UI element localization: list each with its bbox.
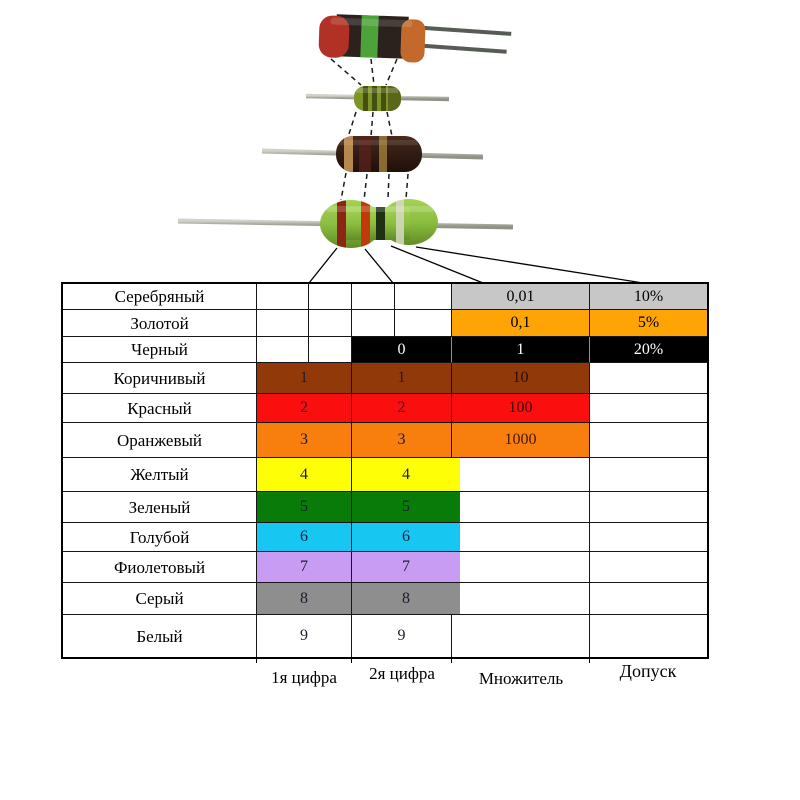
digit2-cell: 5	[352, 492, 460, 523]
multiplier-cell	[452, 458, 590, 492]
tolerance-cell: 10%	[590, 284, 707, 310]
multiplier-cell	[452, 492, 590, 523]
sub-divider-line	[394, 284, 395, 337]
digit2-cell: 8	[352, 583, 460, 615]
digit2-cell: 4	[352, 458, 460, 492]
multiplier-cell	[452, 583, 590, 615]
tolerance-cell	[590, 523, 707, 552]
color-name: Оранжевый	[63, 423, 257, 458]
column-tick	[589, 657, 590, 663]
digit2-cell: 2	[352, 394, 452, 423]
tolerance-cell	[590, 458, 707, 492]
multiplier-cell: 0,1	[452, 310, 590, 337]
pointer-lines	[308, 245, 644, 284]
digit2-cell	[352, 284, 452, 310]
digit1-cell: 5	[257, 492, 352, 523]
multiplier-cell	[452, 552, 590, 583]
green-peanut-resistor-photo	[177, 199, 514, 248]
color-name: Белый	[63, 615, 257, 657]
digit1-cell: 8	[257, 583, 352, 615]
color-name: Фиолетовый	[63, 552, 257, 583]
color-name: Красный	[63, 394, 257, 423]
small-olive-resistor-photo	[305, 86, 450, 111]
multiplier-cell: 1	[452, 337, 590, 363]
digit2-cell: 7	[352, 552, 460, 583]
resistor-illustration	[177, 14, 644, 284]
digit1-cell: 7	[257, 552, 352, 583]
multiplier-cell: 0,01	[452, 284, 590, 310]
tolerance-cell	[590, 394, 707, 423]
digit1-cell	[257, 337, 352, 363]
multiplier-cell: 100	[452, 394, 590, 423]
color-name: Серый	[63, 583, 257, 615]
column-label-digit2: 2я цифра	[369, 664, 435, 683]
tolerance-cell	[590, 552, 707, 583]
multiplier-cell	[452, 523, 590, 552]
color-name: Голубой	[63, 523, 257, 552]
color-name: Золотой	[63, 310, 257, 337]
digit1-cell: 1	[257, 363, 352, 394]
column-tick	[256, 657, 257, 663]
digit2-cell: 0	[352, 337, 452, 363]
digit1-cell	[257, 284, 352, 310]
digit2-cell: 6	[352, 523, 460, 552]
digit2-cell	[352, 310, 452, 337]
color-name: Зеленый	[63, 492, 257, 523]
tolerance-cell	[590, 615, 707, 657]
multiplier-cell: 10	[452, 363, 590, 394]
tolerance-cell: 5%	[590, 310, 707, 337]
column-label-multiplier: Множитель	[478, 669, 564, 688]
column-tick	[351, 657, 352, 663]
tolerance-cell	[590, 423, 707, 458]
digit2-cell: 9	[352, 615, 452, 657]
multiplier-cell: 1000	[452, 423, 590, 458]
color-name: Желтый	[63, 458, 257, 492]
color-name: Коричнивый	[63, 363, 257, 394]
tolerance-cell	[590, 583, 707, 615]
digit2-cell: 3	[352, 423, 452, 458]
column-tick	[451, 657, 452, 663]
column-label-tolerance: Допуск	[619, 661, 677, 681]
tolerance-cell	[590, 363, 707, 394]
color-name: Черный	[63, 337, 257, 363]
digit1-cell: 6	[257, 523, 352, 552]
tolerance-cell: 20%	[590, 337, 707, 363]
tolerance-cell	[590, 492, 707, 523]
color-name: Серебряный	[63, 284, 257, 310]
sub-divider-line	[308, 284, 309, 363]
multiplier-cell	[452, 615, 590, 657]
digit1-cell: 3	[257, 423, 352, 458]
dark-maroon-resistor-photo	[261, 136, 484, 172]
color-code-table: Серебряный 0,01 10% Золотой 0,1 5% Черный 0 1 20%…	[61, 282, 709, 663]
digit2-cell: 1	[352, 363, 452, 394]
digit1-cell: 9	[257, 615, 352, 657]
digit1-cell	[257, 310, 352, 337]
column-label-digit1: 1я цифра	[271, 668, 337, 687]
dashed-connector-lines	[330, 58, 409, 201]
digit1-cell: 4	[257, 458, 352, 492]
digit1-cell: 2	[257, 394, 352, 423]
large-axial-resistor-photo	[318, 14, 512, 63]
